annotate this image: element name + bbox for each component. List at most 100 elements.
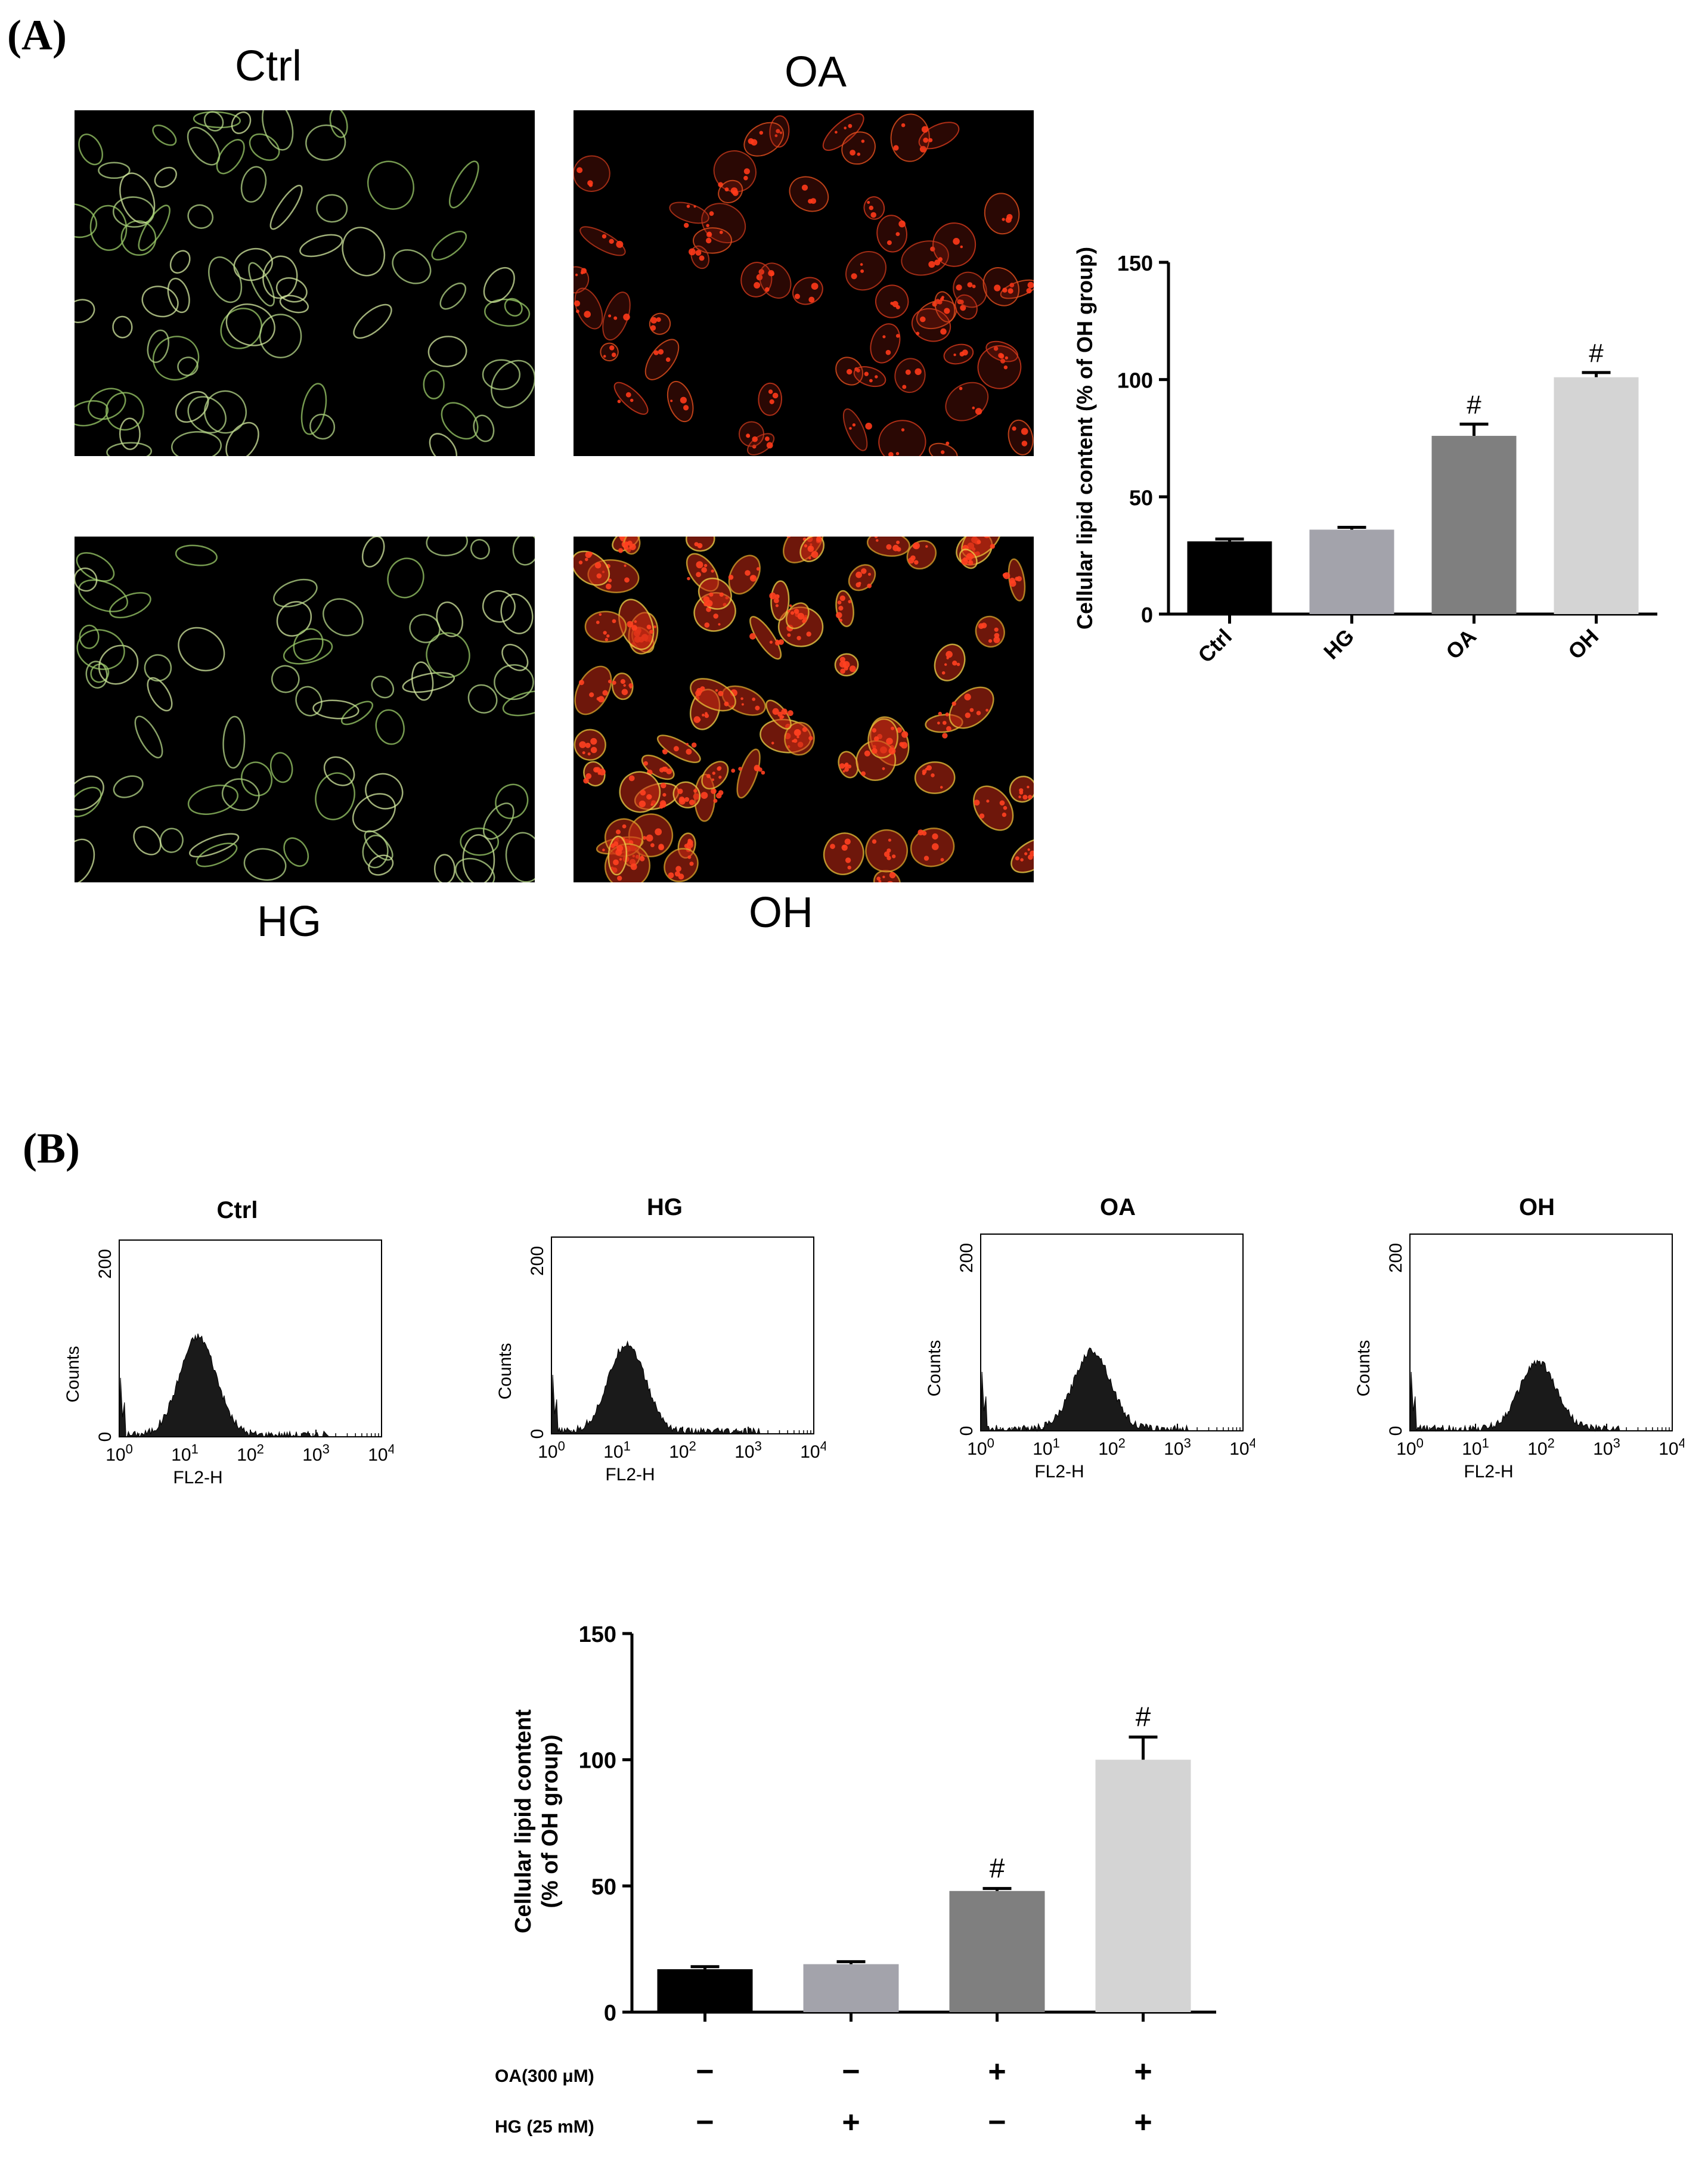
cell-shape	[275, 277, 308, 303]
lipid-droplet	[993, 636, 1000, 643]
histogram-frame	[119, 1239, 382, 1437]
y-axis-label-line1: Cellular lipid content	[511, 1709, 536, 1933]
cell-shape	[75, 786, 102, 817]
significance-mark: #	[1136, 1702, 1151, 1733]
lipid-droplet	[860, 263, 863, 266]
x-axis-label: FL2-H	[605, 1465, 655, 1485]
lipid-droplet	[787, 609, 791, 613]
lipid-droplet	[605, 638, 609, 641]
lipid-droplet	[1005, 356, 1008, 360]
lipid-droplet	[870, 212, 876, 218]
lipid-droplet	[712, 771, 715, 775]
panel-b-letter: (B)	[23, 1124, 80, 1172]
lipid-droplet	[706, 224, 709, 227]
cell-shape	[371, 675, 395, 699]
lipid-droplet	[774, 134, 778, 137]
lipid-droplet	[643, 761, 648, 766]
lipid-droplet	[844, 767, 849, 772]
micrograph-hg-canvas	[75, 537, 535, 882]
lipid-droplet	[886, 240, 892, 246]
lipid-droplet	[686, 748, 692, 755]
cell-shape	[685, 537, 715, 552]
lipid-droplet	[705, 712, 708, 715]
cell-shape	[367, 160, 415, 210]
cell-shape	[842, 408, 868, 451]
cell-shape	[225, 422, 259, 456]
lipid-droplet	[1021, 427, 1028, 435]
x-tick-label: OH	[1563, 624, 1603, 664]
cell-shape	[977, 345, 1022, 389]
lipid-droplet	[974, 799, 980, 806]
cell-shape	[353, 303, 392, 339]
cell-shape	[423, 370, 445, 399]
lipid-droplet	[719, 230, 723, 234]
cell-shape	[119, 417, 141, 450]
cell-shape	[865, 829, 908, 873]
lipid-droplet	[956, 284, 962, 291]
lipid-droplet	[836, 612, 842, 619]
lipid-droplet	[934, 259, 941, 266]
cell-shape	[312, 699, 359, 720]
cell-shape	[134, 715, 163, 759]
cell-shape	[914, 761, 956, 794]
lipid-droplet	[746, 434, 751, 438]
lipid-droplet	[928, 138, 933, 142]
cell-shape	[427, 336, 467, 367]
treatment-sign: +	[1134, 2054, 1152, 2089]
lipid-droplet	[717, 766, 722, 770]
cell-shape	[309, 413, 336, 440]
cell-shape	[579, 226, 626, 256]
cell-shape	[187, 396, 227, 433]
cell-shape	[75, 567, 98, 592]
histogram-oh: 200 0 Counts 100 101 102 103 104 FL2-H	[1354, 1234, 1684, 1482]
cell-shape	[667, 380, 694, 423]
lipid-droplet	[698, 718, 701, 721]
cell-shape	[975, 615, 1005, 648]
cell-shape	[841, 131, 876, 165]
lipid-droplet	[811, 551, 819, 558]
histogram-ctrl: 200 0 Counts 100 101 102 103 104 FL2-H	[63, 1239, 393, 1487]
lipid-droplet	[840, 668, 845, 674]
lipid-droplet	[653, 625, 656, 628]
histogram-curve	[980, 1347, 1191, 1432]
cell-shape	[98, 644, 139, 685]
cell-shape	[439, 282, 467, 310]
lipid-droplet	[769, 399, 774, 404]
lipid-droplet	[660, 802, 667, 808]
lipid-droplet	[711, 778, 715, 781]
cell-shape	[323, 598, 364, 637]
lipid-droplet	[941, 450, 945, 454]
cell-shape	[822, 113, 864, 151]
cell-shape	[175, 544, 218, 566]
lipid-droplet	[830, 844, 835, 850]
cell-shape	[109, 592, 151, 619]
cell-shape	[894, 358, 926, 393]
lipid-droplet	[1030, 850, 1034, 857]
lipid-droplet	[976, 711, 981, 715]
treatment-sign: −	[696, 2054, 714, 2089]
cell-shape	[88, 388, 126, 420]
lipid-droplet	[678, 797, 685, 802]
cell-shape	[494, 664, 534, 701]
cell-shape	[342, 227, 386, 277]
lipid-droplet	[1009, 580, 1016, 587]
cell-shape	[984, 193, 1020, 235]
lipid-droplet	[718, 623, 721, 626]
lipid-droplet	[1022, 795, 1028, 800]
significance-mark: #	[1589, 339, 1604, 368]
lipid-droplet	[1018, 795, 1021, 798]
lipid-droplet	[857, 152, 861, 156]
lipid-droplet	[699, 255, 705, 261]
lipid-droplet	[764, 287, 770, 292]
lipid-droplet	[585, 742, 591, 748]
cell-shape	[878, 420, 926, 456]
lipid-droplet	[1021, 441, 1028, 447]
cell-shape	[249, 133, 280, 161]
cell-shape	[147, 329, 170, 363]
cell-shape	[75, 838, 95, 882]
lipid-droplet	[708, 603, 711, 607]
cell-shape	[216, 139, 245, 175]
lipid-droplet	[860, 269, 864, 273]
cell-shape	[574, 155, 610, 192]
lipid-droplet	[602, 848, 605, 851]
